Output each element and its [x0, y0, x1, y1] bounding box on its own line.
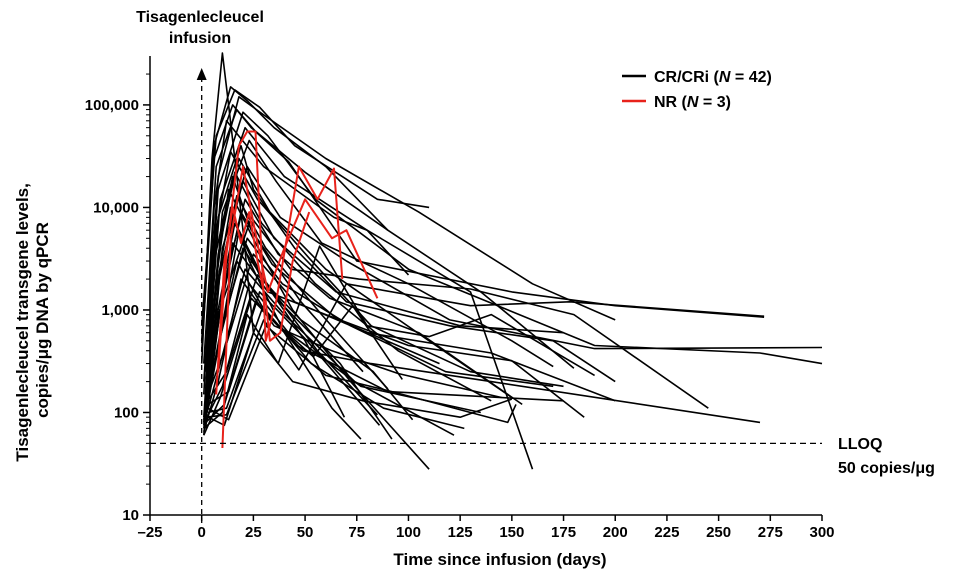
y-tick-label: 100,000: [85, 97, 139, 114]
responder-series-line: [203, 96, 616, 382]
y-axis-title: Tisagenlecleucel transgene levels, copie…: [13, 178, 52, 461]
responder-series-line: [207, 274, 414, 421]
infusion-arrow-icon: [196, 68, 207, 80]
nonresponder-series-line: [217, 130, 344, 372]
y-tick-label: 100: [114, 404, 139, 421]
x-tick-label: 200: [603, 524, 628, 541]
lloq-value-label: 50 copies/μg: [838, 460, 935, 477]
nonresponder-series-line: [215, 206, 311, 395]
x-tick-label: –25: [137, 524, 162, 541]
x-tick-label: 300: [809, 524, 834, 541]
nonresponder-series-line: [221, 165, 379, 449]
legend-label-responders: CR/CRi (N = 42): [654, 69, 772, 86]
tick-labels: 10 100 1,000 10,000 100,000 –25 0 25 50 75 100 125 1…: [85, 97, 835, 541]
x-tick-label: 150: [499, 524, 524, 541]
legend: CR/CRi (N = 42) NR (N = 3): [622, 69, 772, 111]
x-tick-label: 50: [297, 524, 314, 541]
responder-series-line: [203, 150, 564, 418]
responder-series-line: [203, 206, 362, 440]
responder-series-line: [203, 260, 465, 430]
responder-series-line: [203, 331, 513, 427]
legend-label-nonresponders: NR (N = 3): [654, 94, 731, 111]
responder-series-line: [205, 175, 364, 429]
x-tick-label: 225: [654, 524, 679, 541]
x-tick-label: 0: [198, 524, 206, 541]
y-axis-title-line1: Tisagenlecleucel transgene levels,: [13, 183, 32, 461]
x-tick-label: 275: [758, 524, 783, 541]
responder-series-line: [205, 111, 823, 372]
x-tick-label: 125: [448, 524, 473, 541]
x-tick-label: 75: [348, 524, 365, 541]
y-tick-label: 10: [122, 507, 139, 524]
axes: [143, 56, 823, 521]
responder-series-line: [203, 171, 492, 423]
y-tick-label: 1,000: [101, 302, 139, 319]
x-tick-label: 250: [706, 524, 731, 541]
responder-series-line: [207, 324, 517, 424]
x-tick-label: 175: [551, 524, 576, 541]
x-tick-label: 25: [245, 524, 262, 541]
responder-series-line: [205, 144, 616, 405]
responder-series-line: [207, 180, 564, 409]
responder-series-line: [200, 89, 430, 326]
responder-series-line: [205, 126, 534, 470]
responder-series-line: [203, 245, 596, 430]
infusion-annotation-line2: infusion: [169, 30, 231, 47]
infusion-annotation-line1: Tisagenlecleucel: [136, 9, 264, 26]
x-tick-label: 100: [396, 524, 421, 541]
series-lines: [200, 52, 823, 470]
y-axis-title-line2: copies/μg DNA by qPCR: [33, 222, 52, 418]
responder-series-line: [205, 282, 481, 421]
responder-series-line: [207, 291, 381, 426]
lloq-label: LLOQ: [838, 436, 882, 453]
y-tick-label: 10,000: [93, 199, 139, 216]
responder-series-line: [207, 165, 823, 395]
x-axis-title: Time since infusion (days): [393, 550, 606, 569]
